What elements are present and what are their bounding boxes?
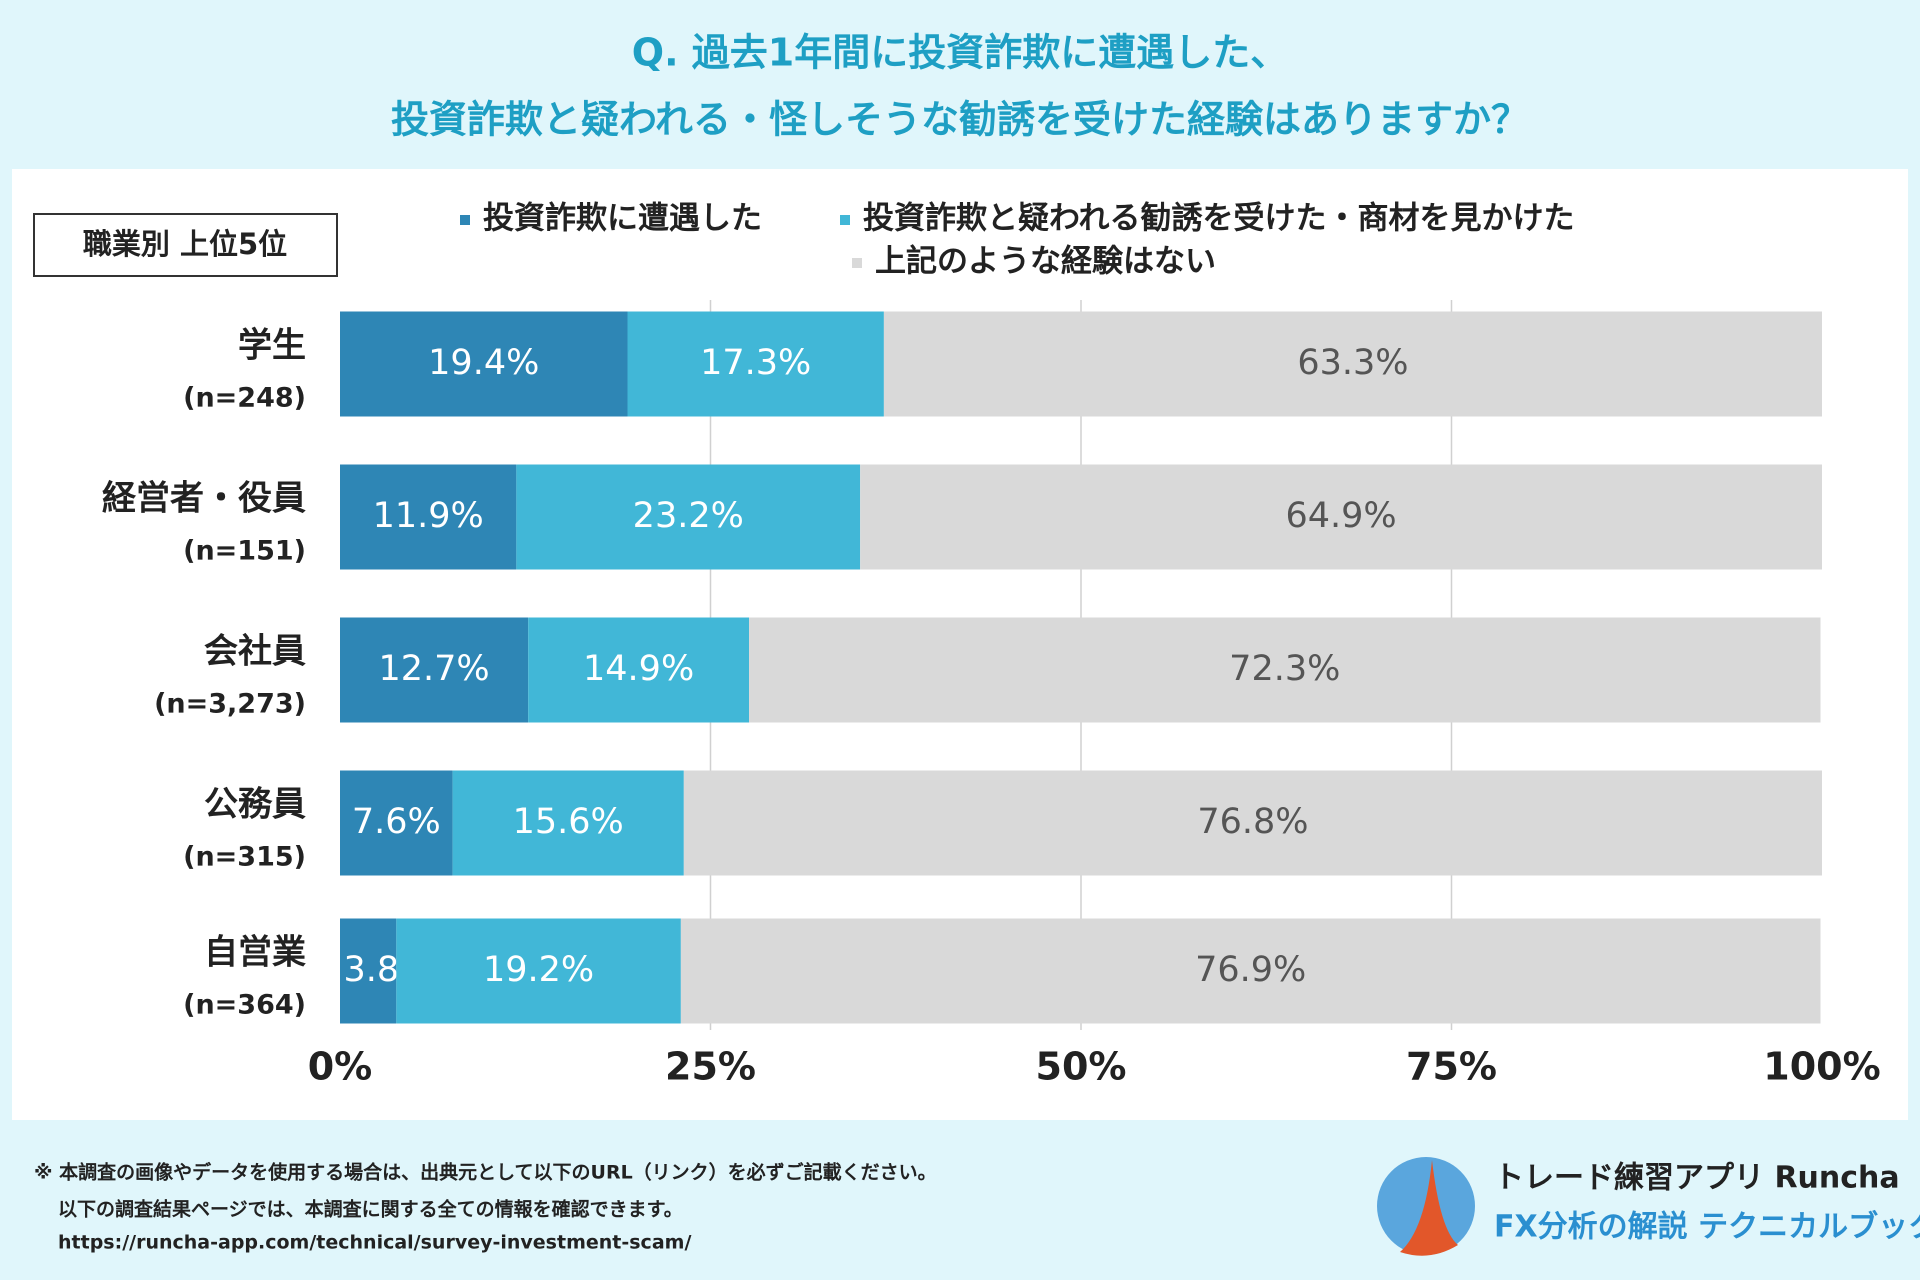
x-tick-label: 0%	[308, 1045, 373, 1089]
value-label: 63.3%	[1297, 343, 1408, 383]
bar-segment	[340, 464, 517, 570]
bar-segment	[683, 770, 1822, 876]
value-label: 23.2%	[633, 496, 744, 536]
category-note: (n=151)	[183, 536, 306, 567]
legend-label: 投資詐欺に遭遇した	[483, 201, 762, 237]
value-label: 19.4%	[428, 343, 539, 383]
value-label: 76.8%	[1197, 802, 1308, 842]
bar-segment	[860, 464, 1822, 570]
x-tick-label: 25%	[665, 1045, 756, 1089]
brand-sub: FX分析の解説 テクニカルブック	[1494, 1210, 1920, 1245]
title-line: 投資詐欺と疑われる・怪しそうな勧誘を受けた経験はありますか？	[391, 98, 1529, 142]
bar-segment	[340, 770, 453, 876]
bar-segment	[883, 311, 1822, 417]
category-label: 自営業	[204, 933, 306, 973]
category-label: 学生	[238, 326, 306, 366]
category-note: (n=248)	[183, 383, 306, 414]
bar-segment	[340, 617, 529, 723]
bar-segment	[340, 311, 628, 417]
value-label: 7.6%	[352, 802, 441, 842]
footer-note: 以下の調査結果ページでは、本調査に関する全ての情報を確認できます。	[58, 1198, 683, 1221]
category-label: 経営者・役員	[102, 479, 306, 519]
category-note: (n=364)	[183, 990, 306, 1021]
panel-label: 職業別 上位5位	[83, 227, 287, 261]
category-label: 会社員	[204, 632, 306, 672]
bar-segment	[516, 464, 861, 570]
value-label: 64.9%	[1285, 496, 1396, 536]
panel-label-box	[33, 213, 338, 277]
bar-segment	[627, 311, 884, 417]
brand-name: トレード練習アプリ Runcha	[1494, 1161, 1900, 1196]
legend-label: 上記のような経験はない	[875, 244, 1216, 280]
value-label: 15.6%	[513, 802, 624, 842]
bar-segment	[680, 918, 1821, 1024]
legend-swatch	[460, 215, 470, 225]
footer-note: ※ 本調査の画像やデータを使用する場合は、出典元として以下のURL（リンク）を必…	[34, 1161, 937, 1184]
bar-segment	[340, 918, 397, 1024]
category-note: (n=3,273)	[154, 689, 306, 720]
category-note: (n=315)	[183, 842, 306, 873]
logo-flame	[1400, 1160, 1458, 1256]
legend-swatch	[852, 258, 862, 268]
x-tick-label: 75%	[1406, 1045, 1497, 1089]
value-label: 11.9%	[373, 496, 484, 536]
value-label: 12.7%	[379, 649, 490, 689]
bar-segment	[749, 617, 1821, 723]
category-label: 公務員	[204, 785, 306, 825]
bar-segment	[396, 918, 681, 1024]
x-tick-label: 50%	[1036, 1045, 1127, 1089]
footer-note: https://runcha-app.com/technical/survey-…	[58, 1232, 691, 1254]
value-label: 76.9%	[1195, 950, 1306, 990]
title-line: Q. 過去1年間に投資詐欺に遭遇した、	[632, 31, 1288, 75]
bar-segment	[528, 617, 750, 723]
value-label: 19.2%	[483, 950, 594, 990]
bar-segment	[452, 770, 684, 876]
value-label: 17.3%	[700, 343, 811, 383]
x-tick-label: 100%	[1763, 1045, 1880, 1089]
legend-label: 投資詐欺と疑われる勧誘を受けた・商材を見かけた	[863, 201, 1574, 237]
legend-swatch	[840, 215, 850, 225]
value-label: 14.9%	[583, 649, 694, 689]
value-label: 72.3%	[1229, 649, 1340, 689]
